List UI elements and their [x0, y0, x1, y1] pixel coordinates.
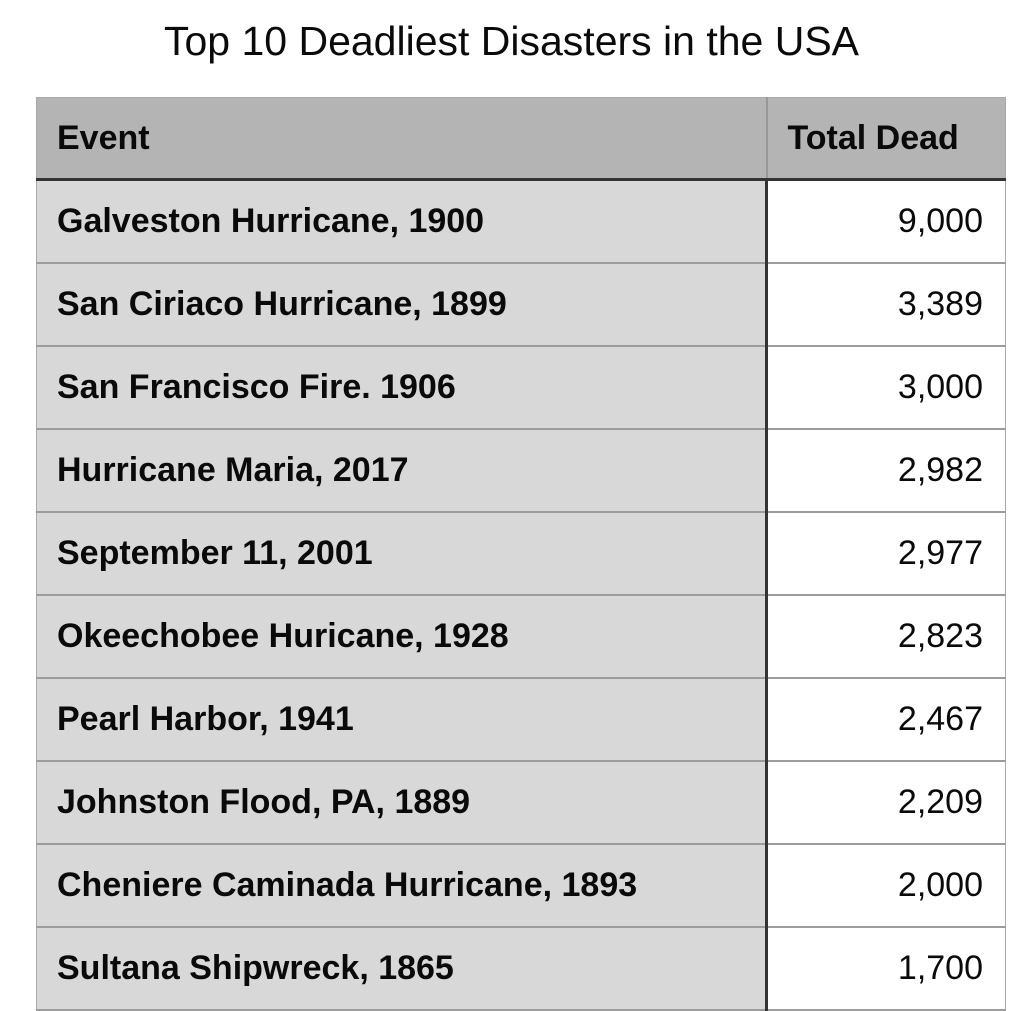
table-row: San Francisco Fire. 1906 3,000: [36, 346, 1006, 430]
table-row: September 11, 2001 2,977: [36, 512, 1006, 596]
total-dead-cell: 9,000: [766, 179, 1006, 264]
table-row: Sultana Shipwreck, 1865 1,700: [36, 927, 1006, 1011]
table-row: Galveston Hurricane, 1900 9,000: [36, 179, 1006, 264]
total-dead-cell: 2,467: [766, 678, 1006, 762]
disasters-table: Event Total Dead Galveston Hurricane, 19…: [36, 97, 1006, 1011]
event-cell: San Ciriaco Hurricane, 1899: [36, 263, 768, 347]
event-cell: September 11, 2001: [36, 512, 768, 596]
column-header-event: Event: [36, 97, 768, 181]
total-dead-cell: 3,389: [766, 263, 1006, 347]
table-row: Johnston Flood, PA, 1889 2,209: [36, 761, 1006, 845]
table-body: Galveston Hurricane, 1900 9,000 San Ciri…: [36, 179, 1006, 1011]
total-dead-cell: 2,982: [766, 429, 1006, 513]
table-row: Hurricane Maria, 2017 2,982: [36, 429, 1006, 513]
total-dead-cell: 3,000: [766, 346, 1006, 430]
table-row: San Ciriaco Hurricane, 1899 3,389: [36, 263, 1006, 347]
table-row: Pearl Harbor, 1941 2,467: [36, 678, 1006, 762]
total-dead-cell: 2,000: [766, 844, 1006, 928]
total-dead-cell: 2,209: [766, 761, 1006, 845]
table-row: Cheniere Caminada Hurricane, 1893 2,000: [36, 844, 1006, 928]
header-row: Event Total Dead: [36, 97, 1006, 181]
total-dead-cell: 1,700: [766, 927, 1006, 1011]
event-cell: Pearl Harbor, 1941: [36, 678, 768, 762]
event-cell: Cheniere Caminada Hurricane, 1893: [36, 844, 768, 928]
event-cell: San Francisco Fire. 1906: [36, 346, 768, 430]
table-row: Okeechobee Huricane, 1928 2,823: [36, 595, 1006, 679]
column-header-total-dead: Total Dead: [766, 97, 1006, 181]
total-dead-cell: 2,977: [766, 512, 1006, 596]
event-cell: Johnston Flood, PA, 1889: [36, 761, 768, 845]
event-cell: Okeechobee Huricane, 1928: [36, 595, 768, 679]
event-cell: Hurricane Maria, 2017: [36, 429, 768, 513]
event-cell: Galveston Hurricane, 1900: [36, 179, 768, 264]
total-dead-cell: 2,823: [766, 595, 1006, 679]
page-title: Top 10 Deadliest Disasters in the USA: [163, 18, 860, 64]
event-cell: Sultana Shipwreck, 1865: [36, 927, 768, 1011]
